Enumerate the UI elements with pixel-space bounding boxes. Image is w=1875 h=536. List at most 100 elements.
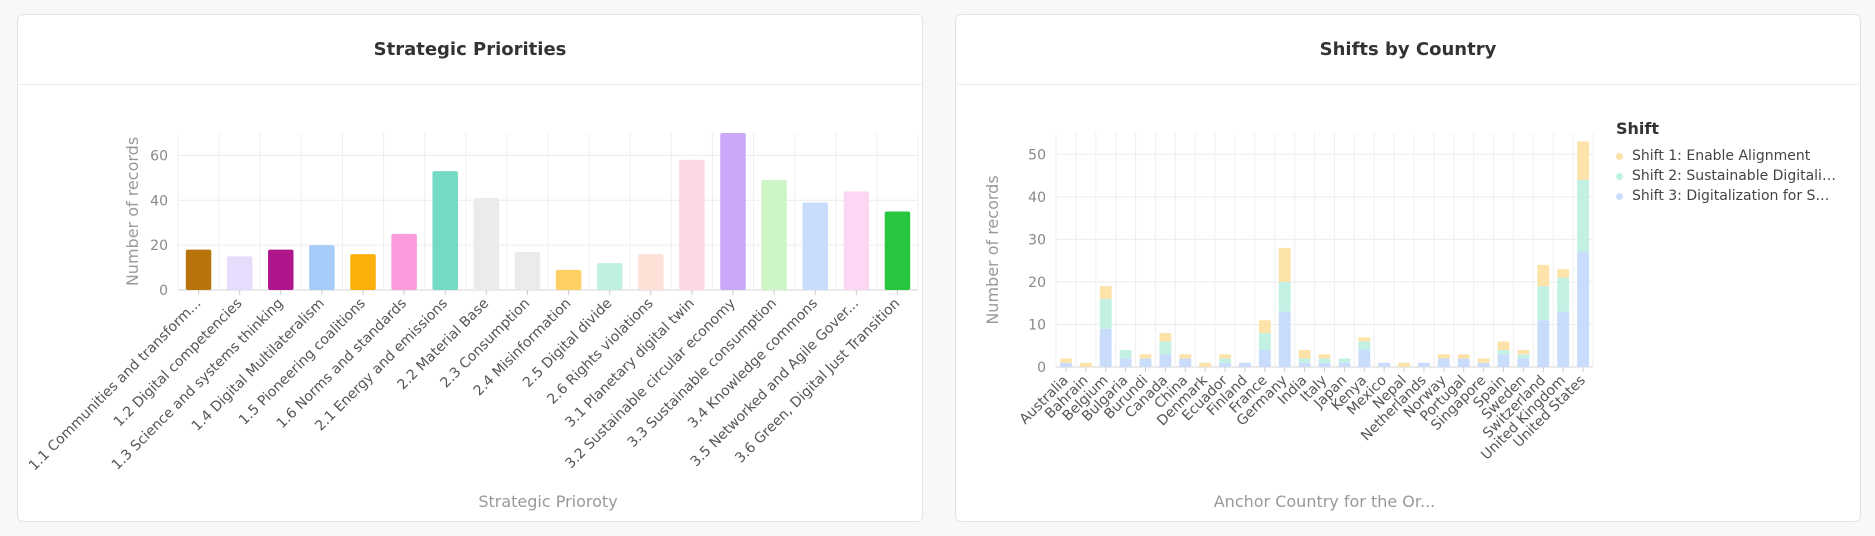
country-bar-switzerland-s1[interactable] — [1537, 286, 1550, 321]
country-bar-germany-s2[interactable] — [1278, 247, 1291, 282]
priority-bar-5[interactable] — [350, 254, 376, 290]
country-bar-china-s2[interactable] — [1179, 354, 1192, 359]
country-y-axis-title: Number of records — [983, 175, 1002, 324]
legend-item[interactable]: Shift 1: Enable Alignment — [1616, 146, 1856, 166]
country-y-tick-label: 0 — [1037, 360, 1046, 376]
country-bar-netherlands-s0[interactable] — [1417, 362, 1430, 367]
country-y-tick-label: 30 — [1028, 232, 1046, 248]
country-bar-france-s1[interactable] — [1258, 332, 1271, 350]
priority-bar-13[interactable] — [679, 159, 705, 290]
country-bar-belgium-s0[interactable] — [1099, 328, 1112, 367]
country-bar-kenya-s2[interactable] — [1358, 337, 1371, 342]
country-bar-germany-s1[interactable] — [1278, 281, 1291, 312]
legend-label: Shift 3: Digitalization for Sus... — [1632, 188, 1837, 204]
shifts-by-country-card: Shifts by Country 0 10 20 30 40 50 Australia Ba… — [955, 14, 1861, 522]
priority-bar-10[interactable] — [555, 269, 582, 290]
priority-y-tick-label: 40 — [150, 193, 168, 209]
country-bar-belgium-s1[interactable] — [1099, 298, 1112, 329]
legend-item[interactable]: Shift 3: Digitalization for Sus... — [1616, 186, 1856, 206]
country-bar-canada-s2[interactable] — [1159, 332, 1172, 342]
country-bar-nepal-s2[interactable] — [1398, 362, 1411, 367]
country-bar-belgium-s2[interactable] — [1099, 286, 1112, 299]
country-bar-japan-s0[interactable] — [1338, 362, 1351, 367]
country-bar-bulgaria-s1[interactable] — [1119, 349, 1132, 359]
country-bar-norway-s0[interactable] — [1437, 358, 1450, 367]
priority-bar-6[interactable] — [391, 233, 417, 290]
country-bar-singapore-s0[interactable] — [1477, 362, 1490, 367]
country-bar-singapore-s2[interactable] — [1477, 358, 1490, 363]
country-bar-india-s0[interactable] — [1298, 362, 1311, 367]
legend-dot-icon — [1616, 172, 1623, 180]
country-bar-india-s2[interactable] — [1298, 349, 1311, 359]
country-bar-italy-s2[interactable] — [1318, 354, 1331, 359]
priority-x-tick-label: 1.3 Science and systems thinking — [109, 296, 287, 474]
country-bar-burundi-s2[interactable] — [1139, 354, 1152, 359]
priority-bar-18[interactable] — [884, 211, 911, 291]
country-bar-kenya-s1[interactable] — [1358, 341, 1371, 350]
country-bar-united-kingdom-s0[interactable] — [1557, 311, 1570, 367]
country-bar-australia-s0[interactable] — [1059, 362, 1072, 367]
country-bar-italy-s1[interactable] — [1318, 358, 1331, 363]
country-bar-germany-s0[interactable] — [1278, 311, 1291, 367]
strategic-priorities-card: Strategic Priorities 0 20 40 60 1.1 Communit… — [17, 14, 923, 522]
country-bar-australia-s2[interactable] — [1059, 358, 1072, 363]
country-bar-united-kingdom-s2[interactable] — [1557, 269, 1570, 278]
country-bar-spain-s2[interactable] — [1497, 341, 1510, 350]
priority-bar-16[interactable] — [802, 202, 828, 290]
country-bar-france-s0[interactable] — [1258, 349, 1271, 367]
priority-bar-11[interactable] — [596, 263, 623, 290]
legend-dot-icon — [1616, 192, 1623, 200]
priority-bar-12[interactable] — [638, 254, 664, 290]
country-bar-sweden-s2[interactable] — [1517, 349, 1530, 355]
priority-y-tick-label: 20 — [150, 238, 168, 254]
country-bar-finland-s0[interactable] — [1238, 362, 1251, 367]
country-bar-canada-s0[interactable] — [1159, 354, 1172, 367]
country-bar-united-states-s0[interactable] — [1577, 252, 1590, 367]
country-bar-spain-s0[interactable] — [1497, 354, 1510, 367]
country-bar-india-s1[interactable] — [1298, 358, 1311, 363]
priority-bar-1[interactable] — [185, 249, 212, 290]
country-bar-italy-s0[interactable] — [1318, 362, 1331, 367]
priority-bar-3[interactable] — [268, 249, 294, 290]
legend-dot-icon — [1616, 152, 1623, 160]
country-bar-canada-s1[interactable] — [1159, 341, 1172, 355]
country-bar-united-kingdom-s1[interactable] — [1557, 277, 1570, 312]
priority-bar-4[interactable] — [309, 245, 335, 290]
country-bar-bulgaria-s0[interactable] — [1119, 358, 1132, 367]
priority-bar-17[interactable] — [843, 191, 870, 290]
country-bar-denmark-s2[interactable] — [1199, 362, 1212, 367]
priority-bar-14[interactable] — [720, 133, 746, 290]
country-bar-mexico-s0[interactable] — [1378, 362, 1391, 367]
priority-bar-15[interactable] — [761, 180, 787, 290]
country-y-tick-label: 40 — [1028, 190, 1046, 206]
legend-label: Shift 1: Enable Alignment — [1632, 148, 1811, 164]
country-bar-kenya-s0[interactable] — [1358, 349, 1371, 367]
country-bar-portugal-s2[interactable] — [1457, 354, 1470, 359]
country-bar-switzerland-s0[interactable] — [1537, 320, 1550, 367]
country-bar-ecuador-s1[interactable] — [1219, 358, 1232, 363]
country-bar-bahrain-s2[interactable] — [1079, 362, 1092, 367]
priority-bar-2[interactable] — [226, 256, 253, 290]
priority-bar-8[interactable] — [473, 198, 500, 290]
country-bar-ecuador-s0[interactable] — [1219, 362, 1232, 367]
country-y-tick-label: 50 — [1028, 147, 1046, 163]
priority-y-axis-title: Number of records — [123, 137, 142, 286]
country-bar-sweden-s0[interactable] — [1517, 358, 1530, 367]
priority-bar-9[interactable] — [514, 251, 541, 290]
priority-x-tick-label: 1.1 Communities and transform... — [26, 296, 205, 475]
legend-item[interactable]: Shift 2: Sustainable Digitaliz... — [1616, 166, 1856, 186]
country-bar-united-states-s2[interactable] — [1577, 141, 1590, 180]
country-bar-burundi-s0[interactable] — [1139, 358, 1152, 367]
country-bar-norway-s2[interactable] — [1437, 354, 1450, 359]
country-bar-japan-s1[interactable] — [1338, 358, 1351, 363]
country-bar-portugal-s0[interactable] — [1457, 358, 1470, 367]
country-bar-china-s0[interactable] — [1179, 358, 1192, 367]
country-bar-ecuador-s2[interactable] — [1219, 354, 1232, 359]
country-bar-sweden-s1[interactable] — [1517, 354, 1530, 359]
priority-bar-7[interactable] — [432, 171, 458, 290]
country-bar-spain-s1[interactable] — [1497, 349, 1510, 355]
country-bar-united-states-s1[interactable] — [1577, 179, 1590, 253]
priority-y-tick-label: 0 — [159, 283, 168, 299]
country-bar-switzerland-s2[interactable] — [1537, 264, 1550, 287]
country-bar-france-s2[interactable] — [1258, 320, 1271, 333]
